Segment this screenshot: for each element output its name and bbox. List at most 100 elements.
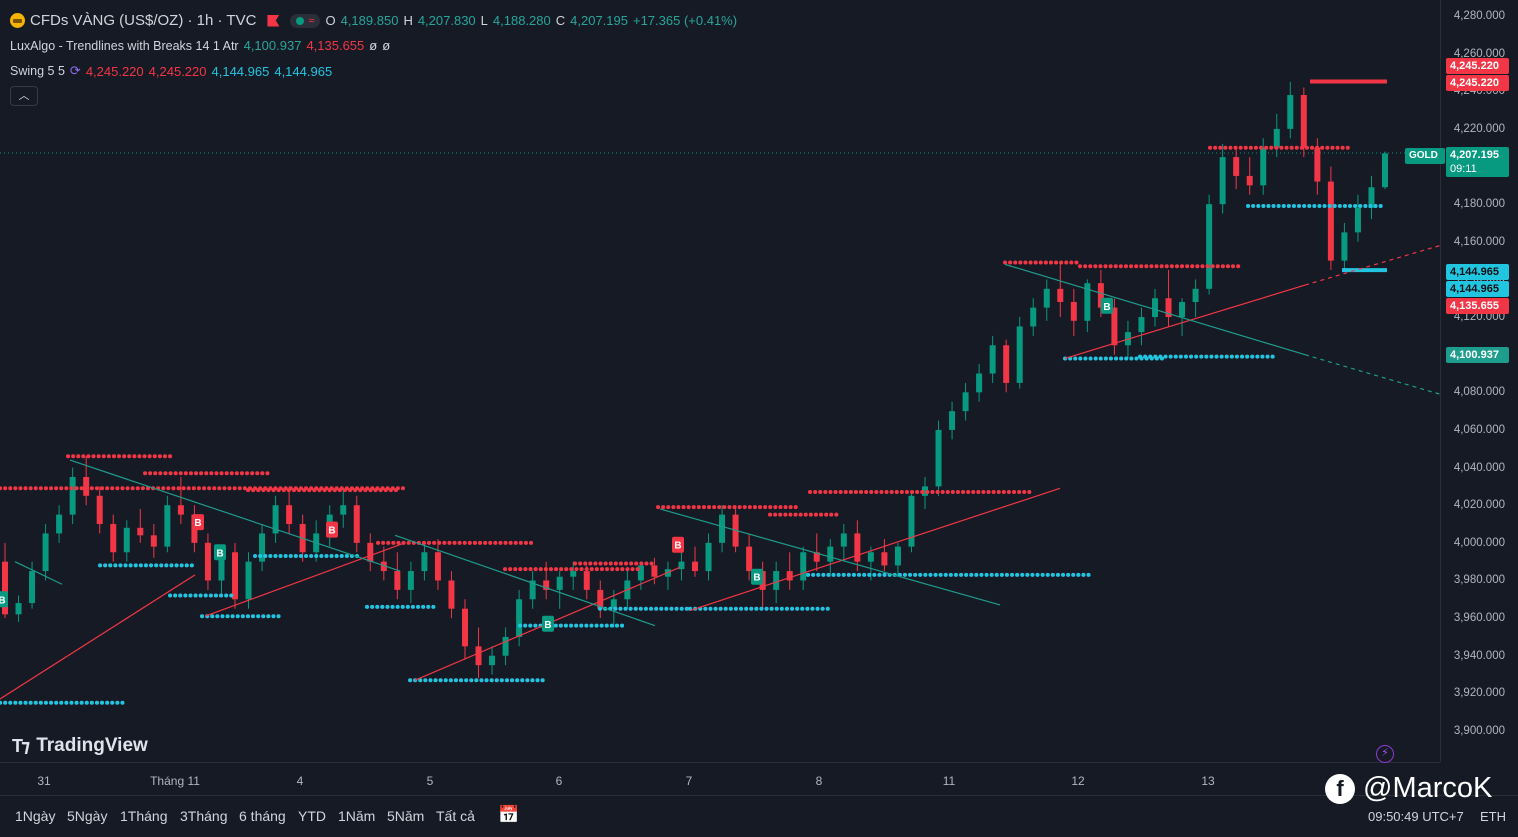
- candle-body: [272, 505, 279, 534]
- price-axis[interactable]: 4,280.0004,260.0004,240.0004,220.0004,20…: [1405, 0, 1518, 762]
- indicator-value: 4,100.937: [243, 38, 302, 53]
- range-5d-button[interactable]: 5Ngày: [67, 808, 108, 824]
- candle-body: [1003, 345, 1010, 383]
- break-down-marker[interactable]: B: [192, 514, 204, 531]
- indicator-name[interactable]: Swing 5 5: [10, 64, 65, 78]
- trendline-support-ext: [1304, 244, 1440, 286]
- price-tick: 4,120.000: [1453, 311, 1505, 324]
- candle-body: [123, 527, 130, 553]
- candle-body: [1382, 153, 1388, 188]
- indicator-legend-trendlines[interactable]: LuxAlgo - Trendlines with Breaks 14 1 At…: [10, 38, 390, 53]
- candle-body: [502, 636, 509, 656]
- candle-body: [1165, 298, 1172, 318]
- calendar-icon[interactable]: 📅: [498, 805, 520, 824]
- candle-body: [637, 565, 644, 581]
- range-1m-button[interactable]: 1Tháng: [120, 808, 168, 824]
- open-value: 4,189.850: [340, 13, 399, 28]
- marker-text: B: [194, 518, 201, 529]
- clock-timezone[interactable]: 09:50:49 UTC+7: [1368, 809, 1464, 824]
- break-up-marker[interactable]: B: [1101, 297, 1113, 314]
- candle-body: [394, 571, 401, 590]
- candle-body: [529, 580, 536, 600]
- chart-plot-area[interactable]: B B B B B B B B: [0, 0, 1440, 762]
- candle-body: [813, 552, 820, 562]
- marker-text: B: [1103, 302, 1110, 313]
- indicator-value: 4,144.965: [211, 63, 270, 79]
- candle-body: [881, 552, 888, 566]
- collapse-legend-button[interactable]: ︿: [10, 86, 38, 106]
- loading-icon: ⟳: [69, 63, 81, 78]
- time-tick: Tháng 11: [150, 774, 200, 788]
- low-value: 4,188.280: [492, 13, 551, 28]
- candle-body: [908, 495, 915, 547]
- indicator-value: ø: [382, 38, 391, 53]
- wave-icon: ≈: [308, 14, 315, 27]
- price-tick: 4,000.000: [1453, 536, 1505, 549]
- candle-body: [475, 646, 482, 666]
- candle-body: [1138, 317, 1145, 333]
- trendline-support: [689, 487, 1061, 612]
- break-up-marker[interactable]: B: [214, 544, 226, 561]
- price-tick: 4,260.000: [1453, 47, 1505, 60]
- candle-body: [1030, 307, 1037, 327]
- break-up-marker[interactable]: B: [542, 615, 554, 632]
- candle-body: [462, 608, 468, 647]
- indicator-value: 4,245.220: [148, 63, 207, 79]
- marker-badge: [751, 568, 763, 585]
- break-up-marker[interactable]: B: [751, 568, 763, 585]
- symbol-legend: CFDs VÀNG (US$/OZ) · 1h · TVC ≈ O 4,189.8…: [10, 12, 737, 29]
- candle-body: [949, 411, 956, 430]
- market-status-pill[interactable]: ≈: [290, 13, 321, 28]
- break-up-marker[interactable]: B: [0, 591, 8, 608]
- candle-body: [340, 505, 347, 515]
- candle-body: [989, 345, 996, 374]
- candle-body: [1327, 181, 1334, 261]
- candle-body: [245, 561, 252, 600]
- time-tick: 8: [815, 774, 823, 788]
- symbol-tag: GOLD: [1405, 148, 1445, 164]
- candle-body: [42, 533, 49, 572]
- price-tick: 4,220.000: [1453, 122, 1505, 135]
- candle-body: [407, 571, 414, 590]
- range-6m-button[interactable]: 6 tháng: [239, 808, 286, 824]
- range-ytd-button[interactable]: YTD: [298, 808, 326, 824]
- candle-body: [177, 505, 184, 515]
- time-axis[interactable]: 31 Tháng 11 4 5 6 7 8 11 12 13: [0, 762, 1440, 794]
- candle-body: [110, 524, 117, 553]
- candle-body: [1246, 175, 1253, 186]
- indicator-name[interactable]: LuxAlgo - Trendlines with Breaks 14 1 At…: [10, 38, 239, 53]
- candle-body: [1260, 147, 1267, 186]
- watermark: f @MarcoK: [1325, 772, 1492, 805]
- candle-body: [29, 571, 36, 604]
- gold-symbol-icon: [10, 13, 25, 28]
- break-down-marker[interactable]: B: [326, 521, 338, 538]
- range-5y-button[interactable]: 5Năm: [387, 808, 425, 824]
- candle-body: [935, 429, 942, 487]
- candle-body: [434, 552, 441, 581]
- tradingview-logo[interactable]: T⁊ TradingView: [12, 735, 148, 757]
- marker-text: B: [674, 541, 681, 552]
- time-tick: 4: [296, 774, 304, 788]
- candle-body: [583, 571, 590, 590]
- change-value: +17.365 (+0.41%): [632, 13, 738, 28]
- lightning-icon[interactable]: ⚡: [1376, 745, 1394, 763]
- trendline-red-label: 4,135.655: [1446, 298, 1509, 314]
- marker-text: B: [328, 526, 335, 537]
- range-1y-button[interactable]: 1Năm: [338, 808, 376, 824]
- tradingview-logo-text: TradingView: [36, 735, 148, 756]
- candle-body: [1192, 288, 1199, 302]
- time-tick: 13: [1201, 774, 1215, 788]
- candlestick-chart[interactable]: B B B B B B B B: [0, 0, 1440, 762]
- break-down-marker[interactable]: B: [672, 536, 684, 553]
- range-1d-button[interactable]: 1Ngày: [15, 808, 56, 824]
- session-label[interactable]: ETH: [1480, 809, 1506, 824]
- range-all-button[interactable]: Tất cả: [436, 808, 475, 824]
- indicator-legend-swing[interactable]: Swing 5 5 ⟳ 4,245.220 4,245.220 4,144.96…: [10, 63, 332, 79]
- candle-body: [1097, 283, 1104, 308]
- time-tick: 12: [1071, 774, 1085, 788]
- candle-body: [1206, 204, 1213, 289]
- symbol-title[interactable]: CFDs VÀNG (US$/OZ) · 1h · TVC: [30, 12, 257, 29]
- candle-body: [367, 542, 374, 562]
- flag-icon[interactable]: [267, 14, 280, 27]
- range-3m-button[interactable]: 3Tháng: [180, 808, 228, 824]
